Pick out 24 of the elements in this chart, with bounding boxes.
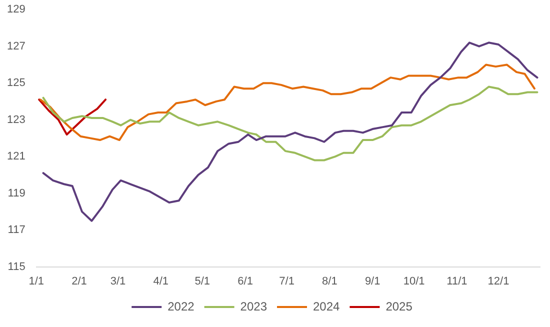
- x-tick-label: 3/1: [110, 275, 126, 288]
- y-tick-label: 119: [8, 187, 26, 200]
- y-tick-label: 127: [6, 40, 26, 52]
- legend-label: 2025: [386, 299, 413, 314]
- x-tick-label: 1/1: [28, 275, 44, 288]
- x-tick-label: 7/1: [279, 275, 294, 288]
- x-tick-label: 10/1: [403, 275, 425, 288]
- y-tick-label: 121: [6, 150, 26, 163]
- x-tick-label: 12/1: [488, 275, 510, 288]
- x-tick-label: 8/1: [322, 275, 338, 288]
- y-tick-label: 117: [8, 224, 26, 236]
- legend-label: 2024: [313, 299, 340, 314]
- y-tick-label: 129: [6, 4, 26, 16]
- x-tick-label: 6/1: [238, 275, 253, 288]
- legend-label: 2023: [240, 299, 268, 314]
- x-tick-label: 4/1: [153, 275, 169, 288]
- y-tick-label: 125: [6, 77, 26, 90]
- x-tick-label: 9/1: [364, 275, 380, 288]
- x-tick-label: 2/1: [72, 275, 87, 288]
- legend-label: 2022: [168, 299, 195, 314]
- x-tick-label: 11/1: [446, 275, 468, 288]
- y-tick-label: 115: [8, 260, 26, 273]
- y-tick-label: 123: [6, 114, 26, 126]
- x-tick-label: 5/1: [194, 275, 210, 288]
